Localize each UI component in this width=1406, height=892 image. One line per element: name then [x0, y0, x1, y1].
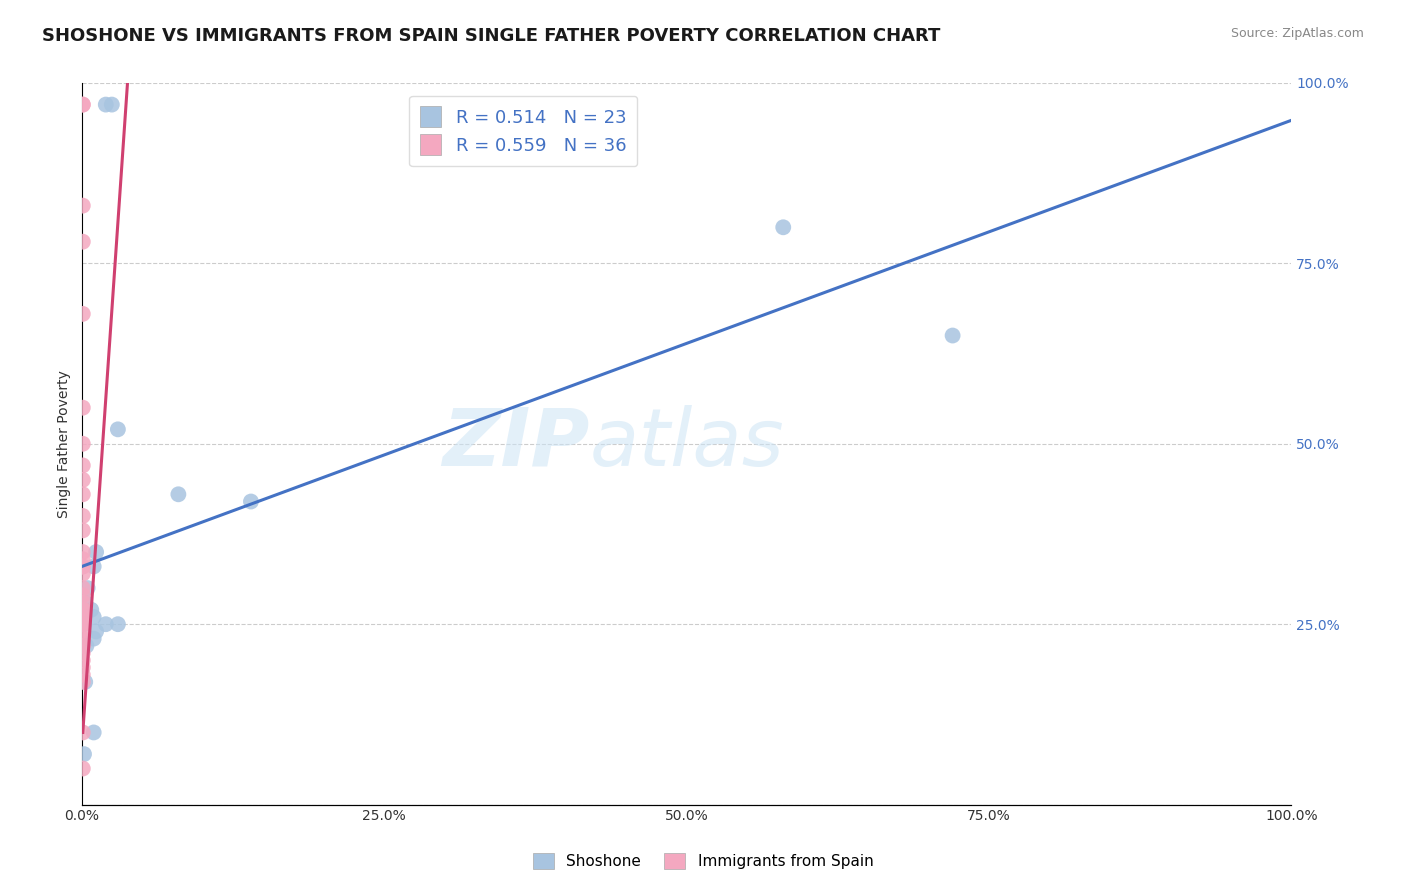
Point [239, 494, 262, 508]
Point [72, 639, 94, 653]
Point [72, 588, 94, 602]
Point [76, 581, 98, 595]
Point [107, 422, 129, 436]
Legend: Shoshone, Immigrants from Spain: Shoshone, Immigrants from Spain [526, 847, 880, 875]
Point [72, 566, 94, 581]
Point [80, 603, 103, 617]
Text: atlas: atlas [589, 405, 785, 483]
Point [107, 617, 129, 632]
Point [942, 328, 965, 343]
Point [72, 667, 94, 681]
Point [94, 617, 117, 632]
Point [72, 559, 94, 574]
Point [72, 581, 94, 595]
Point [72, 610, 94, 624]
Point [772, 220, 794, 235]
Legend: R = 0.514   N = 23, R = 0.559   N = 36: R = 0.514 N = 23, R = 0.559 N = 36 [409, 95, 637, 166]
Point [72, 660, 94, 674]
Point [72, 552, 94, 566]
Y-axis label: Single Father Poverty: Single Father Poverty [58, 370, 72, 517]
Point [83, 632, 105, 646]
Point [72, 97, 94, 112]
Point [72, 401, 94, 415]
Point [72, 610, 94, 624]
Point [72, 725, 94, 739]
Point [72, 487, 94, 501]
Point [83, 725, 105, 739]
Point [84, 545, 107, 559]
Point [75, 674, 97, 689]
Point [72, 458, 94, 473]
Point [72, 762, 94, 776]
Point [72, 646, 94, 660]
Point [72, 674, 94, 689]
Point [70, 559, 93, 574]
Point [73, 617, 96, 632]
Point [72, 624, 94, 639]
Point [72, 653, 94, 667]
Point [167, 487, 190, 501]
Point [72, 508, 94, 523]
Point [72, 603, 94, 617]
Point [72, 545, 94, 559]
Point [72, 235, 94, 249]
Point [75, 639, 97, 653]
Point [83, 610, 105, 624]
Point [83, 559, 105, 574]
Point [72, 437, 94, 451]
Point [72, 596, 94, 610]
Point [72, 524, 94, 538]
Text: Source: ZipAtlas.com: Source: ZipAtlas.com [1230, 27, 1364, 40]
Point [84, 624, 107, 639]
Point [72, 199, 94, 213]
Point [72, 617, 94, 632]
Point [72, 473, 94, 487]
Point [75, 596, 97, 610]
Point [73, 747, 96, 761]
Point [72, 307, 94, 321]
Text: ZIP: ZIP [443, 405, 589, 483]
Point [101, 97, 124, 112]
Point [72, 603, 94, 617]
Point [72, 97, 94, 112]
Point [72, 617, 94, 632]
Text: SHOSHONE VS IMMIGRANTS FROM SPAIN SINGLE FATHER POVERTY CORRELATION CHART: SHOSHONE VS IMMIGRANTS FROM SPAIN SINGLE… [42, 27, 941, 45]
Point [72, 632, 94, 646]
Point [72, 559, 94, 574]
Point [94, 97, 117, 112]
